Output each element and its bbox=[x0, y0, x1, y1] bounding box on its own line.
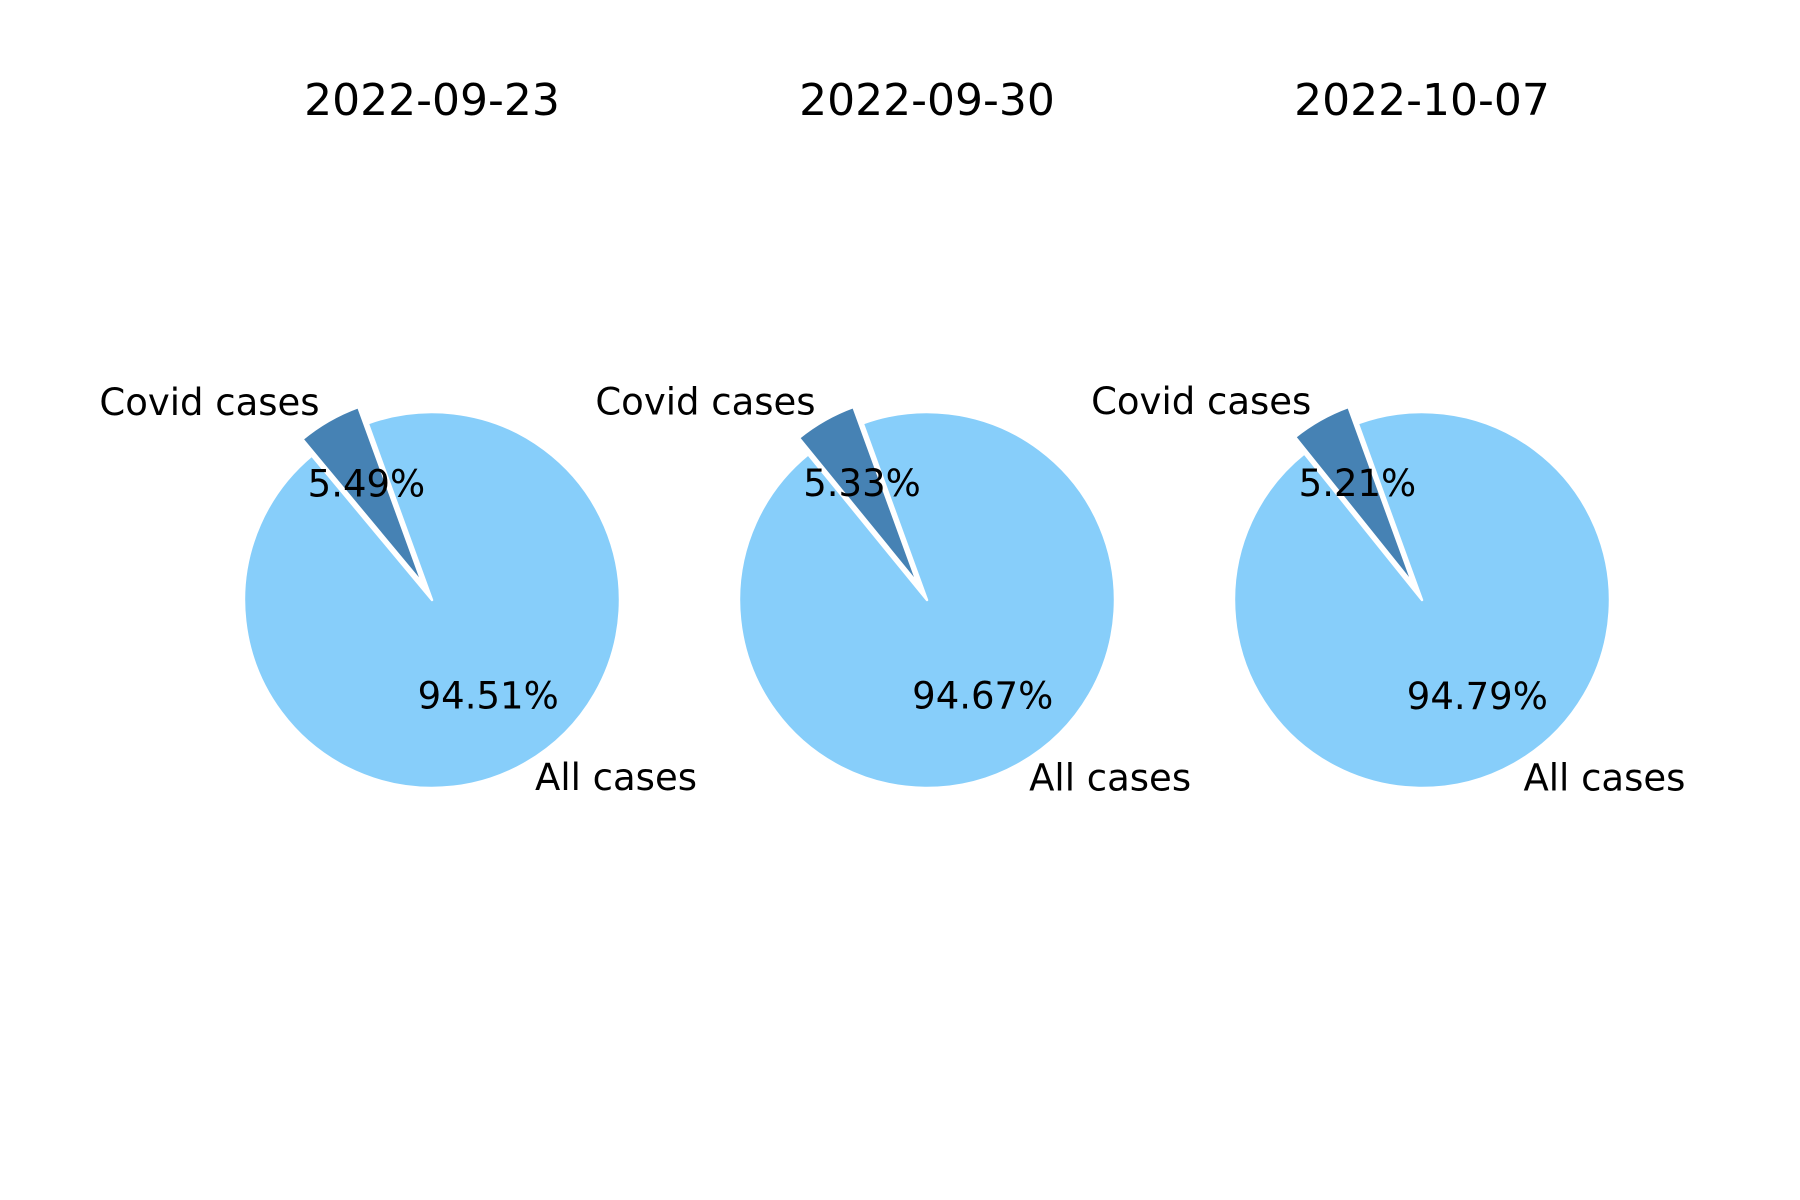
pie-chart-2: 2022-09-30 Covid cases All cases 5.33% 94.67… bbox=[595, 75, 1191, 799]
chart-title: 2022-09-30 bbox=[799, 75, 1055, 126]
pie-chart-3: 2022-10-07 Covid cases All cases 5.21% 94.79… bbox=[1091, 75, 1685, 800]
percent-label: 5.21% bbox=[1299, 462, 1417, 505]
percent-label: 94.67% bbox=[912, 675, 1053, 718]
chart-title: 2022-10-07 bbox=[1294, 75, 1550, 126]
pie-slice-covid bbox=[1293, 405, 1415, 585]
slice-label: Covid cases bbox=[595, 380, 815, 423]
percent-label: 5.33% bbox=[803, 462, 921, 505]
pie-slice-all bbox=[242, 410, 622, 790]
slice-label: All cases bbox=[1029, 756, 1191, 799]
pie-slice-covid bbox=[797, 405, 919, 585]
slice-label: All cases bbox=[1523, 757, 1685, 800]
slice-label: All cases bbox=[535, 756, 697, 799]
pie-slice-covid bbox=[301, 405, 424, 585]
percent-label: 5.49% bbox=[308, 462, 426, 505]
chart-title: 2022-09-23 bbox=[304, 75, 560, 126]
pie-slice-all bbox=[737, 410, 1117, 790]
pie-slice-all bbox=[1232, 410, 1612, 790]
slice-label: Covid cases bbox=[1091, 380, 1311, 423]
percent-label: 94.79% bbox=[1407, 675, 1548, 718]
percent-label: 94.51% bbox=[418, 674, 559, 717]
slice-label: Covid cases bbox=[99, 381, 319, 424]
pie-chart-1: 2022-09-23 Covid cases All cases 5.49% 94.51… bbox=[99, 75, 697, 799]
